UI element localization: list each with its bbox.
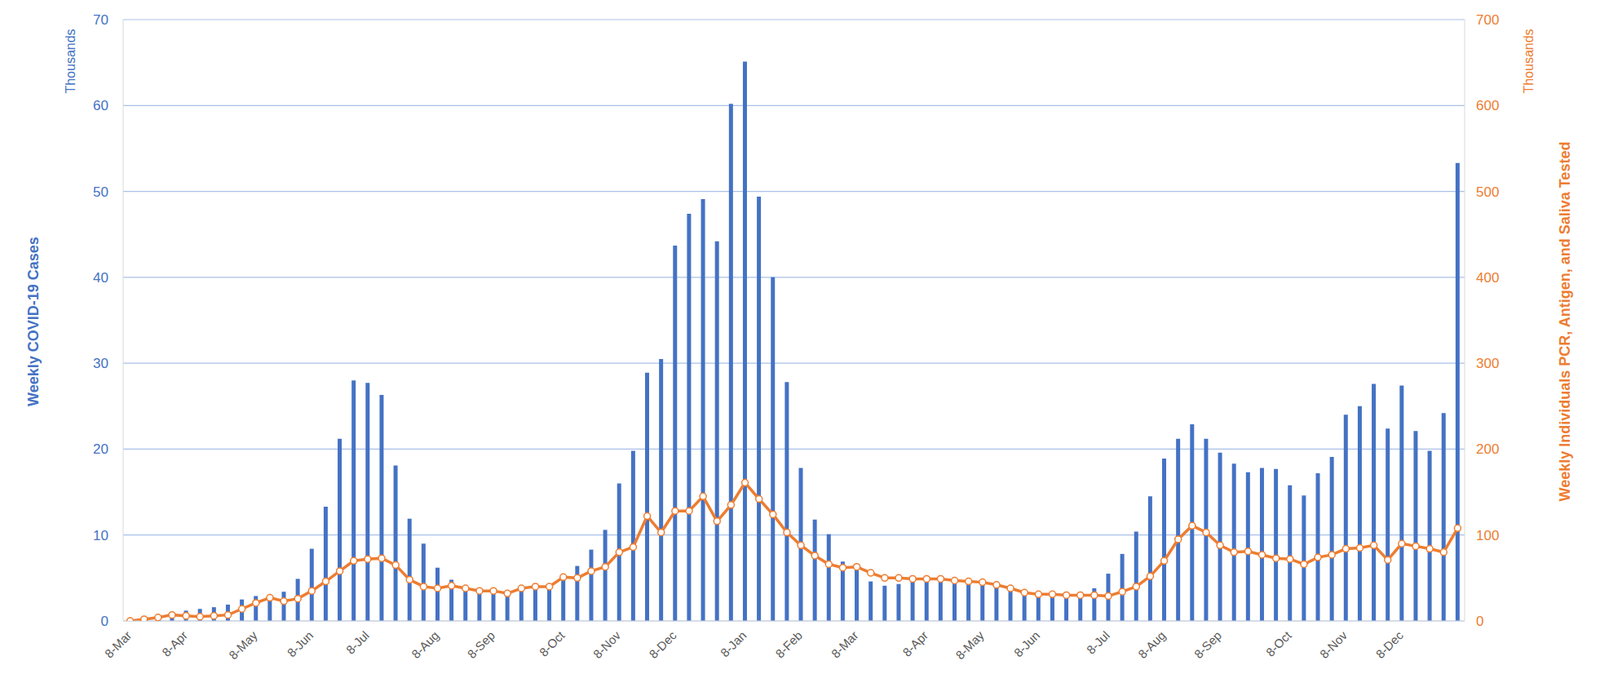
svg-text:8-Sep: 8-Sep [464,627,498,661]
svg-text:600: 600 [1476,97,1499,114]
svg-text:8-Sep: 8-Sep [1191,627,1225,661]
svg-text:100: 100 [1476,527,1499,544]
svg-text:8-Dec: 8-Dec [645,627,680,662]
html-text:Weekly Individuals PCR, Antige: Weekly Individuals PCR, Antigen, and Sal… [1556,141,1573,502]
svg-text:0: 0 [1476,613,1484,629]
svg-text:8-Oct: 8-Oct [1263,627,1296,659]
svg-text:8-Aug: 8-Aug [408,627,442,661]
svg-text:8-Feb: 8-Feb [772,627,805,661]
svg-text:10: 10 [92,527,109,544]
svg-text:400: 400 [1476,269,1499,286]
svg-text:8-Mar: 8-Mar [101,627,135,661]
svg-text:8-Jul: 8-Jul [343,627,372,657]
svg-text:8-Jun: 8-Jun [1011,627,1044,660]
svg-text:30: 30 [92,355,109,372]
svg-text:8-Jul: 8-Jul [1083,627,1113,657]
svg-text:8-Nov: 8-Nov [1317,627,1351,662]
html-text:Weekly COVID-19 Cases: Weekly COVID-19 Cases [24,236,42,407]
svg-text:0: 0 [101,613,109,629]
svg-text:8-May: 8-May [952,627,987,663]
svg-text:700: 700 [1476,12,1499,28]
svg-text:70: 70 [92,12,109,28]
svg-text:8-Oct: 8-Oct [536,627,569,659]
html-text:Thousands: Thousands [1521,28,1536,94]
svg-text:200: 200 [1476,441,1499,457]
svg-text:8-Jun: 8-Jun [284,627,317,660]
svg-text:300: 300 [1476,355,1499,372]
svg-text:8-Apr: 8-Apr [899,627,931,659]
svg-text:500: 500 [1476,184,1499,200]
svg-text:60: 60 [92,97,109,114]
svg-text:8-Aug: 8-Aug [1135,627,1168,661]
svg-text:8-Dec: 8-Dec [1373,627,1407,662]
svg-text:50: 50 [92,184,109,200]
svg-text:8-Apr: 8-Apr [159,627,191,659]
svg-text:8-Jan: 8-Jan [717,627,750,660]
svg-text:40: 40 [92,269,109,286]
svg-text:20: 20 [92,441,109,457]
svg-text:8-Mar: 8-Mar [828,627,862,661]
html-text:Thousands: Thousands [63,28,78,94]
svg-text:8-Nov: 8-Nov [590,627,624,662]
svg-text:8-May: 8-May [225,627,261,663]
